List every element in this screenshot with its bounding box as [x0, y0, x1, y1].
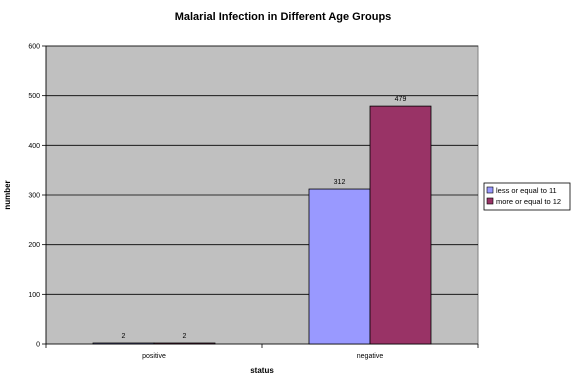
bar-positive-series-1: [153, 342, 216, 345]
data-label: 312: [334, 179, 346, 186]
bars: 2 2 312 479: [92, 96, 432, 345]
y-tick-label: 600: [28, 44, 40, 51]
bar-positive-series-0: [92, 342, 155, 345]
legend-swatch: [486, 186, 494, 194]
legend-label: less or equal to 11: [496, 186, 557, 195]
legend: less or equal to 11 more or equal to 12: [483, 182, 571, 211]
bar-negative-series-1: [369, 105, 432, 345]
chart-title: Malarial Infection in Different Age Grou…: [175, 11, 392, 23]
x-tick-label: negative: [357, 353, 384, 360]
bar-negative-series-0: [308, 188, 371, 345]
legend-label: more or equal to 12: [496, 197, 561, 206]
legend-box: [483, 182, 571, 211]
y-tick-label: 200: [28, 242, 40, 249]
y-tick-label: 100: [28, 292, 40, 299]
y-axis-label: number: [3, 180, 12, 209]
data-label: 479: [395, 96, 407, 103]
x-tick-label: positive: [142, 353, 166, 360]
data-label: 2: [122, 333, 126, 340]
x-axis-label: status: [250, 366, 274, 375]
legend-swatch: [486, 197, 494, 205]
data-label: 2: [183, 333, 187, 340]
y-tick-label: 500: [28, 93, 40, 100]
y-tick-label: 400: [28, 143, 40, 150]
y-tick-label: 300: [28, 193, 40, 200]
y-tick-label: 0: [36, 342, 40, 349]
